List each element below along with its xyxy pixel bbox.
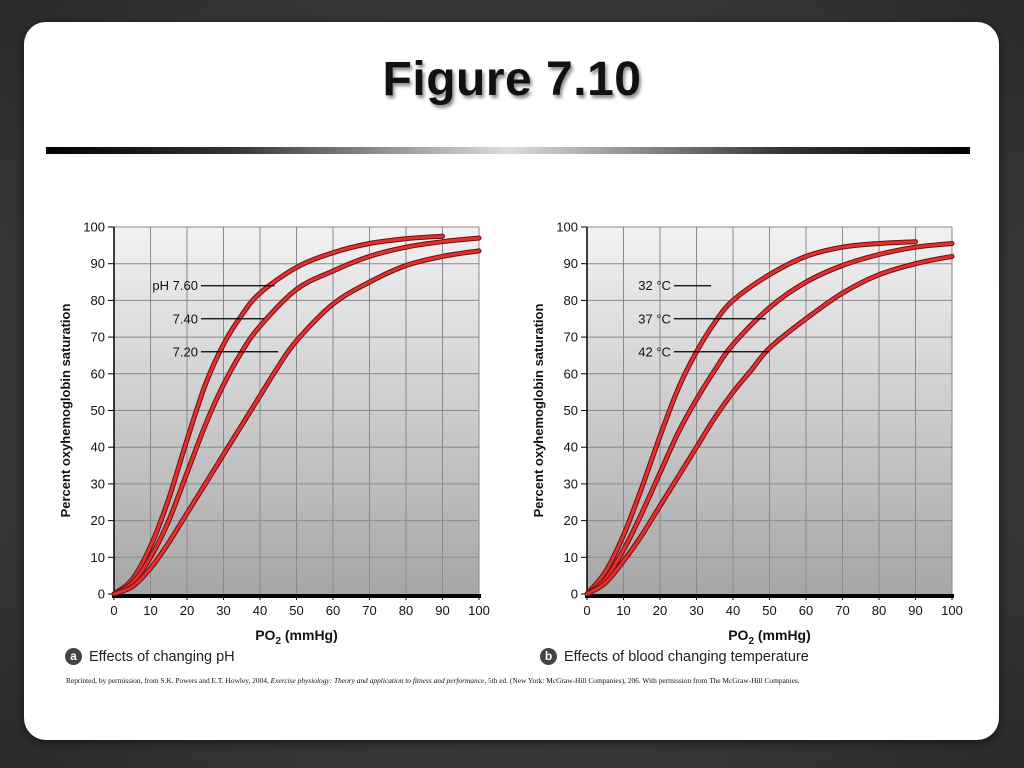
x-tick-label: 10 bbox=[143, 603, 157, 618]
x-tick-label: 20 bbox=[653, 603, 667, 618]
y-tick-label: 50 bbox=[564, 403, 578, 418]
caption-a: a Effects of changing pH bbox=[65, 648, 235, 665]
credit-italic: Exercise physiology: Theory and applicat… bbox=[270, 676, 485, 685]
y-tick-label: 30 bbox=[564, 476, 578, 491]
chart-panel-a: 0 10 20 30 40 50 60 70 80 90 100 0 10 20 30 40 50 60 70 80 9… bbox=[58, 220, 490, 648]
y-tick-label: 70 bbox=[564, 330, 578, 345]
credit-post: , 5th ed. (New York: McGraw-Hill Compani… bbox=[484, 676, 800, 685]
y-axis-label: Percent oxyhemoglobin saturation bbox=[58, 304, 73, 518]
caption-a-text: Effects of changing pH bbox=[89, 648, 235, 665]
x-tick-label: 40 bbox=[253, 603, 267, 618]
x-tick-label: 90 bbox=[435, 603, 449, 618]
caption-b: b Effects of blood changing temperature bbox=[540, 648, 809, 665]
x-tick-label: 70 bbox=[835, 603, 849, 618]
series-line-2 bbox=[112, 249, 481, 596]
y-tick-label: 20 bbox=[91, 513, 105, 528]
series-line-0 bbox=[112, 234, 444, 596]
x-tick-label: 0 bbox=[110, 603, 117, 618]
y-tick-label: 60 bbox=[91, 366, 105, 381]
x-tick-label: 40 bbox=[726, 603, 740, 618]
slide-title: Figure 7.10 bbox=[382, 53, 642, 106]
annotation-label: 32 °C bbox=[638, 278, 671, 293]
y-tick-label: 40 bbox=[564, 440, 578, 455]
x-tick-label: 100 bbox=[941, 603, 963, 618]
x-tick-label: 70 bbox=[362, 603, 376, 618]
annotation-label: 7.20 bbox=[173, 344, 198, 359]
annotation-label: 42 °C bbox=[638, 344, 671, 359]
x-tick-label: 30 bbox=[216, 603, 230, 618]
y-tick-label: 70 bbox=[91, 330, 105, 345]
y-tick-label: 30 bbox=[91, 476, 105, 491]
x-tick-label: 60 bbox=[799, 603, 813, 618]
x-tick-label: 90 bbox=[908, 603, 922, 618]
y-tick-label: 10 bbox=[564, 550, 578, 565]
series-line-2 bbox=[585, 254, 954, 596]
x-tick-label: 10 bbox=[616, 603, 630, 618]
y-tick-label: 90 bbox=[564, 256, 578, 271]
x-tick-label: 50 bbox=[762, 603, 776, 618]
y-tick-label: 40 bbox=[91, 440, 105, 455]
x-tick-label: 60 bbox=[326, 603, 340, 618]
x-tick-label: 80 bbox=[399, 603, 413, 618]
x-tick-label: 100 bbox=[468, 603, 490, 618]
caption-b-text: Effects of blood changing temperature bbox=[564, 648, 809, 665]
y-tick-label: 0 bbox=[98, 587, 105, 602]
x-tick-label: 0 bbox=[583, 603, 590, 618]
y-tick-label: 100 bbox=[83, 220, 105, 235]
y-tick-label: 90 bbox=[91, 256, 105, 271]
credit-line: Reprinted, by permission, from S.K. Powe… bbox=[66, 676, 966, 685]
title-divider bbox=[46, 147, 970, 154]
annotation-label: pH 7.60 bbox=[152, 278, 198, 293]
panel-badge-a: a bbox=[65, 648, 82, 665]
panel-badge-b: b bbox=[540, 648, 557, 665]
chart-panel-b: 0 10 20 30 40 50 60 70 80 90 100 0 10 20 30 40 50 60 70 80 9… bbox=[531, 220, 963, 648]
y-tick-label: 60 bbox=[564, 366, 578, 381]
x-tick-label: 50 bbox=[289, 603, 303, 618]
y-tick-label: 0 bbox=[571, 587, 578, 602]
annotation-label: 37 °C bbox=[638, 311, 671, 326]
y-tick-label: 50 bbox=[91, 403, 105, 418]
y-tick-label: 20 bbox=[564, 513, 578, 528]
annotation-label: 7.40 bbox=[173, 311, 198, 326]
series-line-1 bbox=[585, 242, 954, 596]
x-tick-label: 30 bbox=[689, 603, 703, 618]
series-line-0 bbox=[585, 240, 917, 596]
y-tick-label: 100 bbox=[556, 220, 578, 235]
x-axis-label: PO2 (mmHg) bbox=[255, 627, 338, 647]
x-tick-label: 20 bbox=[180, 603, 194, 618]
y-tick-label: 10 bbox=[91, 550, 105, 565]
credit-pre: Reprinted, by permission, from S.K. Powe… bbox=[66, 676, 271, 685]
x-tick-label: 80 bbox=[872, 603, 886, 618]
y-tick-label: 80 bbox=[564, 293, 578, 308]
y-tick-label: 80 bbox=[91, 293, 105, 308]
x-axis-label: PO2 (mmHg) bbox=[728, 627, 811, 647]
y-axis-label: Percent oxyhemoglobin saturation bbox=[531, 304, 546, 518]
